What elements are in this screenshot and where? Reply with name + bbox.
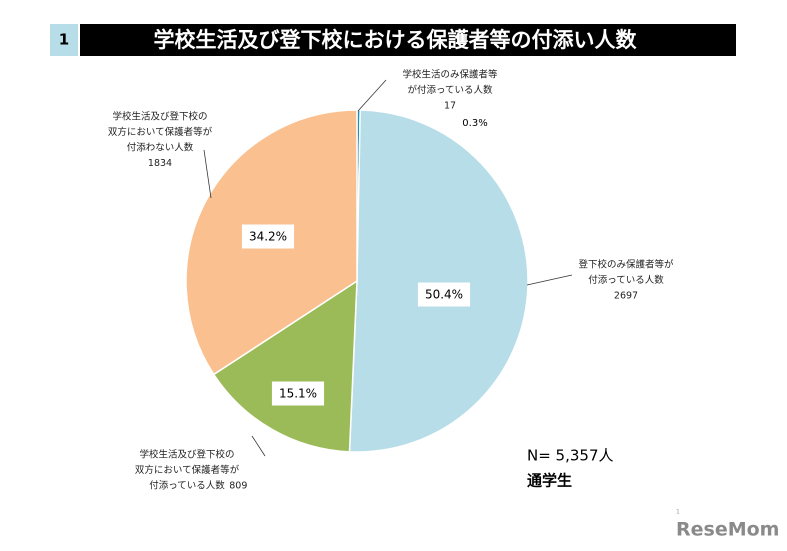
- chart-title: 学校生活及び登下校における保護者等の付添い人数: [154, 28, 638, 52]
- category-label: 登下校のみ保護者等が: [578, 259, 674, 271]
- value-label: 34.2%: [249, 230, 287, 244]
- pie-slice: [212, 279, 358, 453]
- value-label-box: [241, 224, 295, 249]
- watermark: ReseMom: [676, 519, 779, 541]
- count-label: 1834: [148, 158, 172, 169]
- leader-line: [526, 274, 573, 286]
- leader-line: [251, 435, 266, 457]
- category-label: 学校生活及び登下校の: [112, 111, 207, 123]
- count-label: 809: [229, 481, 247, 492]
- leader-line: [203, 149, 212, 199]
- category-label: 付添っている人数: [149, 480, 225, 492]
- count-label: 17: [444, 101, 456, 112]
- category-label: 双方において保護者等が: [108, 126, 213, 138]
- category-label: 学校生活のみ保護者等: [402, 69, 498, 81]
- category-label: が付添っている人数: [407, 84, 493, 96]
- pie-slice: [348, 109, 529, 453]
- annotation: 通学生: [527, 472, 572, 490]
- category-label: 付添っている人数: [588, 274, 664, 286]
- badge-box: [50, 24, 78, 56]
- value-label: 50.4%: [425, 288, 463, 302]
- value-label-box: [417, 282, 471, 307]
- leader-line: [357, 79, 387, 112]
- category-label: 付添わない人数: [127, 142, 194, 154]
- category-label: 双方において保護者等が: [135, 464, 240, 476]
- value-label: 15.1%: [279, 387, 317, 401]
- category-label: 学校生活及び登下校の: [139, 449, 234, 461]
- page-number: 1: [676, 509, 680, 516]
- title-bar: [80, 24, 736, 56]
- value-label: 0.3%: [462, 118, 487, 129]
- annotation: N= 5,357人: [527, 447, 614, 465]
- count-label: 2697: [614, 291, 638, 302]
- badge: 1: [59, 31, 69, 49]
- value-label-box: [271, 381, 325, 406]
